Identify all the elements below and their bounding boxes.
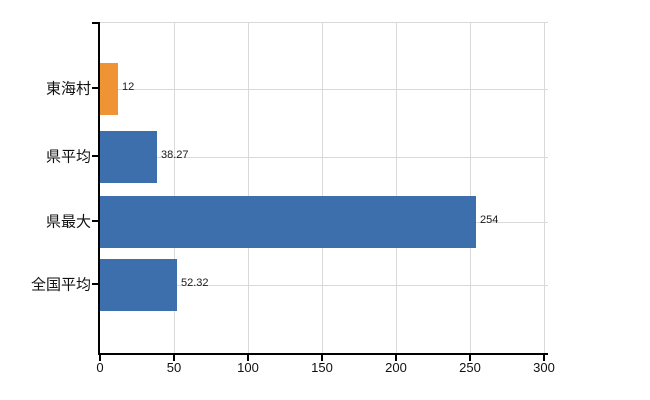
x-tick-label: 50 <box>166 360 182 375</box>
category-label: 県最大 <box>45 213 91 231</box>
bar <box>100 196 476 248</box>
x-tick-label: 0 <box>96 360 104 375</box>
vertical-gridline <box>174 23 175 354</box>
x-tick-label: 150 <box>311 360 333 375</box>
x-tick-mark <box>395 355 397 361</box>
value-label: 52.32 <box>181 277 209 289</box>
category-label: 全国平均 <box>30 276 91 294</box>
y-tick-mark <box>92 283 98 285</box>
y-axis-end-tick <box>92 22 98 24</box>
x-tick-label: 100 <box>237 360 259 375</box>
x-tick-label: 200 <box>385 360 407 375</box>
x-tick-label: 300 <box>533 360 555 375</box>
x-tick-mark <box>543 355 545 361</box>
bar <box>100 259 177 311</box>
horizontal-gridline <box>100 285 548 286</box>
y-tick-mark <box>92 220 98 222</box>
bar <box>100 131 157 183</box>
horizontal-gridline <box>100 89 548 90</box>
vertical-gridline <box>248 23 249 354</box>
value-label: 38.27 <box>161 149 189 161</box>
x-axis <box>98 353 548 355</box>
category-label: 東海村 <box>45 80 91 98</box>
y-tick-mark <box>92 87 98 89</box>
x-tick-mark <box>247 355 249 361</box>
value-label: 254 <box>480 214 499 226</box>
vertical-gridline <box>396 23 397 354</box>
vertical-gridline <box>322 23 323 354</box>
x-tick-mark <box>321 355 323 361</box>
x-tick-mark <box>469 355 471 361</box>
plot-area: 12 38.27 254 52.32 <box>100 22 548 354</box>
x-tick-label: 250 <box>459 360 481 375</box>
x-tick-mark <box>99 355 101 361</box>
bar <box>100 63 118 115</box>
vertical-gridline <box>470 23 471 354</box>
horizontal-gridline <box>100 157 548 158</box>
vertical-gridline <box>544 23 545 354</box>
y-axis <box>98 22 100 355</box>
value-label: 12 <box>122 81 135 93</box>
x-tick-mark <box>173 355 175 361</box>
y-tick-mark <box>92 155 98 157</box>
category-label: 県平均 <box>45 148 91 166</box>
